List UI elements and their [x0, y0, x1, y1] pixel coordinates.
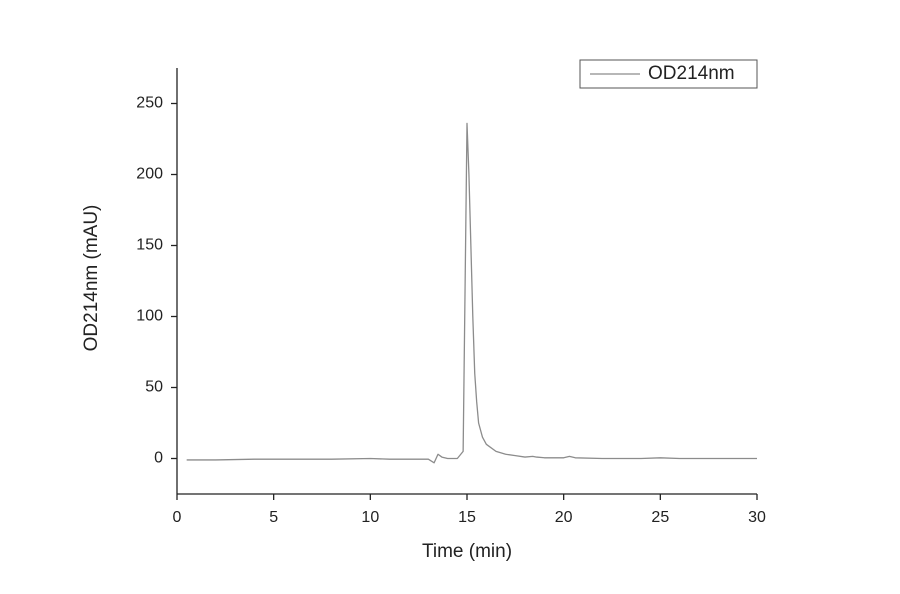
x-tick-label: 10	[361, 509, 379, 526]
x-tick-label: 25	[651, 509, 669, 526]
y-tick-label: 150	[136, 237, 163, 254]
y-tick-label: 100	[136, 308, 163, 325]
x-tick-label: 15	[458, 509, 476, 526]
x-tick-label: 20	[555, 509, 573, 526]
data-line	[186, 122, 757, 464]
y-tick-label: 250	[136, 95, 163, 112]
y-tick-label: 0	[154, 450, 163, 467]
x-tick-label: 5	[269, 509, 278, 526]
y-tick-label: 50	[145, 379, 163, 396]
x-axis-label: Time (min)	[422, 541, 512, 562]
legend-label: OD214nm	[648, 63, 735, 84]
x-tick-label: 0	[173, 509, 182, 526]
y-tick-label: 200	[136, 166, 163, 183]
x-tick-label: 30	[748, 509, 766, 526]
y-axis-label: OD214nm (mAU)	[81, 205, 102, 352]
